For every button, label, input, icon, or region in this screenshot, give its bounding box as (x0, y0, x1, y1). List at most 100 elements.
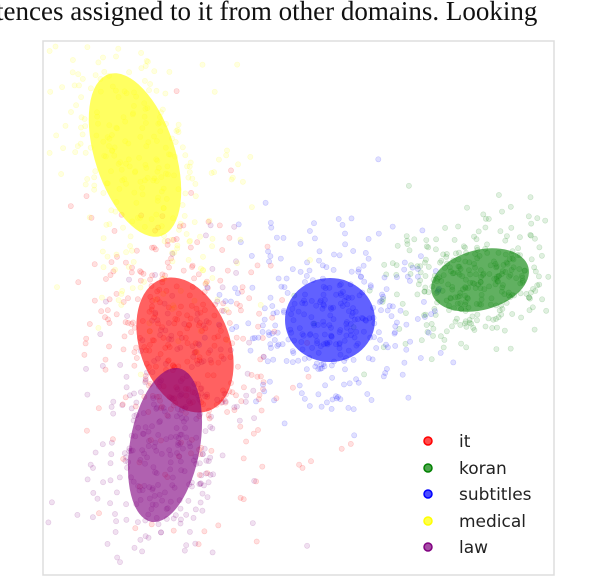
scatter-point-subtitles (378, 297, 384, 304)
scatter-point-medical (86, 214, 93, 221)
scatter-point-it (138, 269, 145, 276)
scatter-point-koran (534, 282, 541, 289)
scatter-point-it (246, 295, 253, 302)
scatter-point-koran (470, 324, 477, 331)
scatter-point-subtitles (406, 277, 413, 284)
scatter-point-law (100, 479, 106, 486)
scatter-point-koran (528, 220, 535, 227)
scatter-point-medical (100, 264, 107, 271)
scatter-point-it (267, 262, 274, 269)
scatter-point-subtitles (357, 274, 364, 280)
scatter-point-subtitles (360, 262, 367, 269)
scatter-point-subtitles (428, 311, 434, 317)
scatter-point-koran (425, 263, 432, 270)
scatter-point-it (170, 236, 177, 243)
legend-marker-koran (423, 463, 433, 473)
scatter-point-koran (502, 237, 509, 244)
scatter-point-medical (208, 170, 215, 176)
scatter-point-law (169, 250, 176, 257)
scatter-point-it (133, 247, 140, 254)
scatter-point-law (126, 392, 133, 399)
scatter-point-medical (151, 68, 158, 75)
scatter-point-subtitles (268, 224, 275, 231)
scatter-point-medical (101, 68, 108, 75)
scatter-point-medical (59, 84, 65, 90)
scatter-point-law (250, 387, 257, 394)
scatter-point-it (338, 445, 345, 452)
scatter-point-medical (100, 190, 107, 196)
scatter-point-it (305, 373, 312, 380)
scatter-point-law (209, 265, 216, 272)
scatter-point-law (142, 379, 149, 386)
scatter-point-law (233, 258, 239, 265)
scatter-point-koran (423, 237, 430, 243)
scatter-point-koran (455, 223, 461, 230)
scatter-point-koran (443, 251, 450, 257)
scatter-point-medical (184, 163, 190, 170)
scatter-point-law (134, 519, 141, 525)
scatter-point-law (202, 428, 209, 434)
scatter-point-koran (437, 259, 443, 266)
scatter-point-it (269, 314, 276, 321)
scatter-point-koran (393, 262, 400, 268)
scatter-point-subtitles (318, 365, 325, 372)
scatter-point-medical (138, 50, 144, 56)
scatter-point-it (195, 541, 202, 548)
scatter-point-subtitles (409, 264, 416, 271)
cluster-ellipse-law (127, 367, 203, 523)
scatter-point-it (237, 302, 243, 309)
scatter-point-law (205, 479, 212, 486)
scatter-point-koran (545, 273, 552, 280)
scatter-point-medical (82, 181, 89, 188)
scatter-point-koran (527, 194, 534, 201)
scatter-point-law (49, 499, 55, 506)
scatter-point-law (172, 512, 179, 519)
scatter-point-subtitles (367, 282, 374, 289)
scatter-point-law (207, 222, 214, 229)
scatter-point-medical (104, 253, 111, 260)
scatter-point-koran (503, 233, 510, 239)
scatter-point-koran (515, 245, 521, 252)
scatter-point-subtitles (284, 289, 291, 296)
scatter-point-subtitles (273, 309, 280, 316)
scatter-point-medical (91, 174, 98, 181)
scatter-point-medical (62, 122, 69, 129)
scatter-point-it (206, 415, 213, 422)
scatter-point-subtitles (269, 303, 276, 309)
scatter-point-law (92, 449, 99, 456)
scatter-point-medical (46, 48, 53, 54)
scatter-point-koran (404, 237, 410, 244)
scatter-point-koran (428, 356, 435, 363)
scatter-point-koran (499, 208, 505, 215)
scatter-point-law (123, 384, 130, 391)
scatter-point-it (260, 379, 267, 385)
scatter-point-medical (185, 256, 192, 263)
scatter-point-koran (485, 215, 492, 222)
scatter-point-subtitles (348, 215, 355, 222)
scatter-point-medical (197, 233, 203, 240)
scatter-point-subtitles (355, 266, 362, 273)
scatter-point-law (242, 398, 249, 405)
scatter-point-koran (523, 290, 530, 297)
scatter-point-koran (402, 310, 409, 316)
scatter-point-medical (175, 129, 182, 135)
scatter-point-medical (186, 169, 193, 175)
scatter-point-it (142, 377, 149, 384)
scatter-point-subtitles (267, 344, 274, 351)
scatter-point-it (187, 244, 194, 251)
scatter-point-it (189, 264, 195, 270)
scatter-point-medical (47, 88, 54, 95)
scatter-point-subtitles (333, 395, 340, 402)
scatter-point-koran (528, 256, 535, 263)
scatter-point-subtitles (275, 341, 282, 348)
scatter-point-medical (91, 182, 98, 189)
scatter-point-koran (453, 315, 460, 322)
scatter-point-subtitles (290, 350, 297, 356)
scatter-point-medical (223, 152, 230, 159)
scatter-point-subtitles (335, 216, 342, 222)
scatter-point-koran (534, 215, 541, 222)
scatter-point-it (137, 277, 144, 284)
scatter-point-koran (485, 315, 492, 322)
legend-entry-it: it (423, 432, 471, 452)
scatter-point-it (170, 527, 177, 534)
